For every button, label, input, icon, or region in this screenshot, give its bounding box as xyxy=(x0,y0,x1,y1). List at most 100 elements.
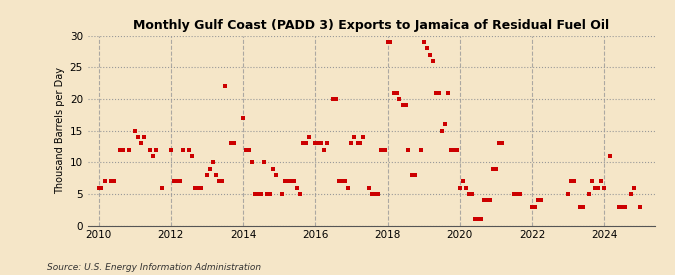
Point xyxy=(430,90,441,95)
Point xyxy=(340,179,350,183)
Point xyxy=(130,128,140,133)
Point xyxy=(322,141,333,145)
Point xyxy=(425,53,435,57)
Point xyxy=(202,173,213,177)
Point xyxy=(195,185,206,190)
Point xyxy=(442,90,453,95)
Point xyxy=(298,141,308,145)
Point xyxy=(295,192,306,196)
Y-axis label: Thousand Barrels per Day: Thousand Barrels per Day xyxy=(55,67,65,194)
Point xyxy=(421,46,432,51)
Point xyxy=(244,147,254,152)
Title: Monthly Gulf Coast (PADD 3) Exports to Jamaica of Residual Fuel Oil: Monthly Gulf Coast (PADD 3) Exports to J… xyxy=(133,19,610,32)
Point xyxy=(514,192,525,196)
Point xyxy=(457,179,468,183)
Point xyxy=(394,97,405,101)
Point xyxy=(472,217,483,221)
Point xyxy=(400,103,411,108)
Point xyxy=(123,147,134,152)
Point xyxy=(463,192,474,196)
Point xyxy=(373,192,384,196)
Point xyxy=(190,185,200,190)
Point xyxy=(114,147,125,152)
Point xyxy=(208,160,219,164)
Point xyxy=(479,198,489,202)
Point xyxy=(533,198,543,202)
Point xyxy=(319,147,329,152)
Point xyxy=(277,192,288,196)
Point xyxy=(584,192,595,196)
Point xyxy=(138,135,149,139)
Point xyxy=(590,185,601,190)
Point xyxy=(379,147,390,152)
Point xyxy=(184,147,194,152)
Point xyxy=(629,185,640,190)
Point xyxy=(446,147,456,152)
Point xyxy=(358,135,369,139)
Point xyxy=(262,192,273,196)
Point xyxy=(563,192,574,196)
Point xyxy=(331,97,342,101)
Point xyxy=(250,192,261,196)
Text: Source: U.S. Energy Information Administration: Source: U.S. Energy Information Administ… xyxy=(47,263,261,272)
Point xyxy=(493,141,504,145)
Point xyxy=(186,154,197,158)
Point xyxy=(448,147,459,152)
Point xyxy=(481,198,492,202)
Point xyxy=(626,192,637,196)
Point xyxy=(337,179,348,183)
Point xyxy=(470,217,481,221)
Point xyxy=(439,122,450,127)
Point xyxy=(174,179,185,183)
Point xyxy=(256,192,267,196)
Point xyxy=(454,185,465,190)
Point xyxy=(93,185,104,190)
Point xyxy=(398,103,408,108)
Point xyxy=(178,147,188,152)
Point xyxy=(436,128,447,133)
Point xyxy=(304,135,315,139)
Point xyxy=(280,179,291,183)
Point xyxy=(484,198,495,202)
Point xyxy=(286,179,296,183)
Point xyxy=(535,198,546,202)
Point xyxy=(460,185,471,190)
Point xyxy=(205,166,215,171)
Point xyxy=(466,192,477,196)
Point xyxy=(593,185,603,190)
Point xyxy=(301,141,312,145)
Point xyxy=(406,173,417,177)
Point xyxy=(409,173,420,177)
Point xyxy=(316,141,327,145)
Point xyxy=(376,147,387,152)
Point xyxy=(132,135,143,139)
Point xyxy=(289,179,300,183)
Point xyxy=(211,173,221,177)
Point xyxy=(171,179,182,183)
Point xyxy=(352,141,363,145)
Point xyxy=(596,179,607,183)
Point xyxy=(238,116,248,120)
Point xyxy=(382,40,393,44)
Point xyxy=(96,185,107,190)
Point xyxy=(99,179,110,183)
Point xyxy=(105,179,116,183)
Point xyxy=(427,59,438,63)
Point xyxy=(617,204,628,209)
Point xyxy=(587,179,597,183)
Point xyxy=(253,192,264,196)
Point xyxy=(574,204,585,209)
Point xyxy=(225,141,236,145)
Point xyxy=(635,204,646,209)
Point xyxy=(259,160,269,164)
Point xyxy=(192,185,203,190)
Point xyxy=(385,40,396,44)
Point xyxy=(370,192,381,196)
Point xyxy=(292,185,302,190)
Point xyxy=(578,204,589,209)
Point xyxy=(219,84,230,89)
Point xyxy=(526,204,537,209)
Point xyxy=(418,40,429,44)
Point xyxy=(157,185,167,190)
Point xyxy=(144,147,155,152)
